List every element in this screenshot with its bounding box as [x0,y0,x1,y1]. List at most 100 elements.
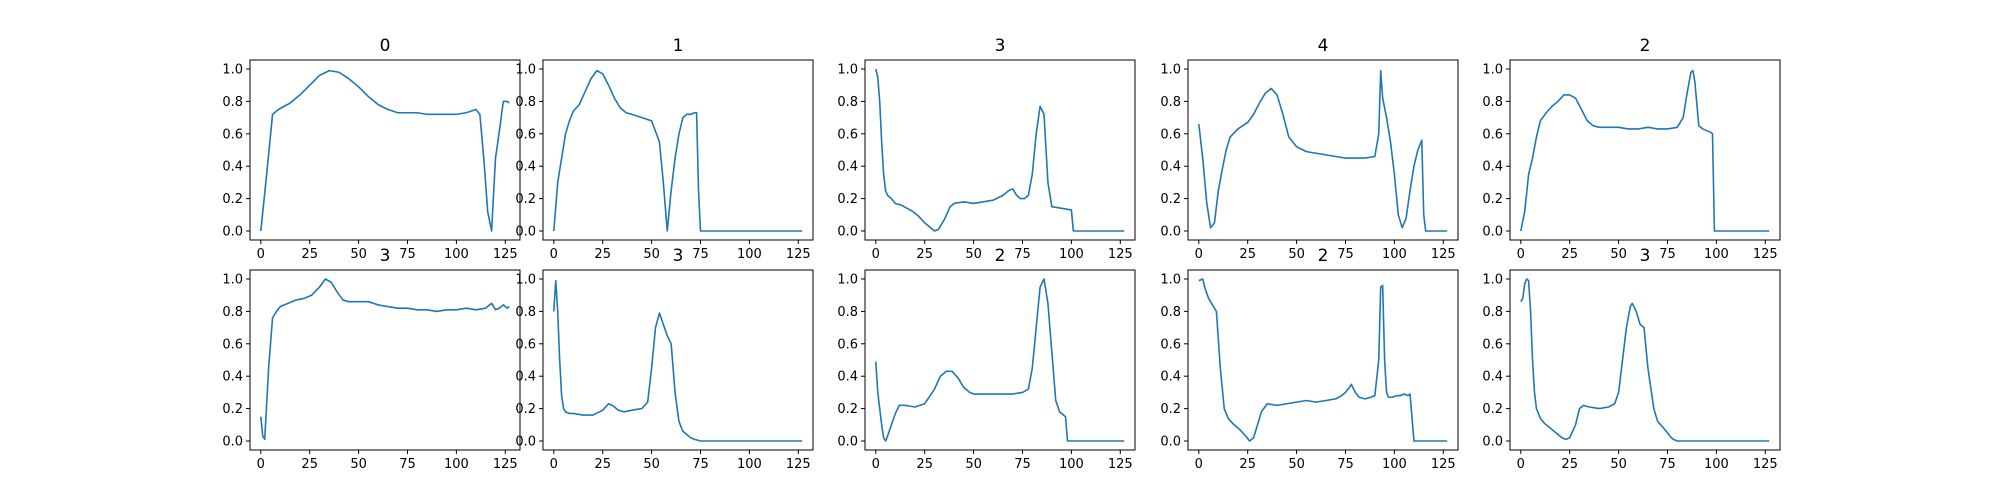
series-line [553,279,803,442]
y-tick-label: 0.2 [837,192,858,207]
x-tick-label: 50 [1610,457,1627,472]
axes-frame [1187,269,1459,451]
y-tick-label: 0.6 [837,337,858,352]
subplot-title: 0 [380,36,391,56]
y-tick-label: 0.6 [1482,337,1503,352]
x-tick-label: 100 [444,457,469,472]
y-tick-label: 1.0 [515,63,536,78]
y-tick-label: 1.0 [515,273,536,288]
x-tick-label: 50 [1288,247,1305,262]
x-tick-label: 125 [1431,457,1456,472]
y-tick-label: 1.0 [837,63,858,78]
subplot-9: 2 0 25 50 75 100 125 0.0 0.2 0.4 0.6 0.8 1.0 [1160,246,1459,472]
series-line [260,69,510,232]
x-tick-label: 75 [399,247,416,262]
subplot-title: 1 [673,36,684,56]
y-tick-label: 0.4 [1160,160,1181,175]
x-tick-label: 0 [1517,247,1525,262]
x-tick-label: 25 [916,247,933,262]
y-tick-label: 0.4 [222,370,243,385]
y-tick-label: 0.8 [222,95,243,110]
x-tick-label: 50 [1288,457,1305,472]
y-tick-label: 0.4 [837,370,858,385]
x-tick-label: 100 [737,457,762,472]
x-tick-label: 75 [692,247,709,262]
x-tick-label: 75 [399,457,416,472]
x-tick-label: 25 [1239,247,1256,262]
y-tick-label: 0.2 [1160,402,1181,417]
x-tick-label: 50 [1610,247,1627,262]
y-tick-label: 0.8 [1482,95,1503,110]
subplot-3: 3 0 25 50 75 100 125 0.0 0.2 0.4 0.6 0.8 1.0 [837,36,1136,262]
axes-frame [864,269,1136,451]
subplot-title: 2 [1318,246,1329,266]
y-tick-label: 0.2 [837,402,858,417]
x-tick-label: 0 [257,247,265,262]
x-tick-label: 50 [965,457,982,472]
x-tick-label: 75 [1337,457,1354,472]
subplot-5: 2 0 25 50 75 100 125 0.0 0.2 0.4 0.6 0.8 1.0 [1482,36,1781,262]
y-tick-label: 0.2 [1482,402,1503,417]
subplot-8: 2 0 25 50 75 100 125 0.0 0.2 0.4 0.6 0.8 1.0 [837,246,1136,472]
y-tick-label: 1.0 [1482,63,1503,78]
y-tick-label: 0.6 [1482,127,1503,142]
x-tick-label: 0 [550,247,558,262]
x-tick-label: 0 [550,457,558,472]
y-tick-label: 0.8 [222,305,243,320]
x-tick-label: 50 [965,247,982,262]
y-tick-label: 0.8 [837,95,858,110]
y-tick-label: 0.6 [1160,337,1181,352]
series-line [1198,69,1448,232]
y-tick-label: 0.8 [837,305,858,320]
y-tick-label: 0.0 [1482,435,1503,450]
y-tick-label: 1.0 [222,273,243,288]
y-tick-label: 0.4 [515,370,536,385]
series-line [875,68,1125,232]
x-tick-label: 75 [1014,247,1031,262]
x-tick-label: 100 [1059,457,1084,472]
x-tick-label: 0 [1195,247,1203,262]
x-tick-label: 75 [1014,457,1031,472]
x-tick-label: 75 [1659,457,1676,472]
y-tick-label: 0.0 [1160,225,1181,240]
y-tick-label: 0.0 [837,225,858,240]
subplot-title: 3 [995,36,1006,56]
y-tick-label: 0.2 [222,192,243,207]
y-tick-label: 0.2 [1160,192,1181,207]
y-tick-label: 0.2 [1482,192,1503,207]
y-tick-label: 0.6 [222,337,243,352]
y-tick-label: 0.0 [1482,225,1503,240]
x-tick-label: 125 [1753,457,1778,472]
y-tick-label: 0.8 [1160,305,1181,320]
y-tick-label: 0.6 [1160,127,1181,142]
x-tick-label: 125 [493,247,518,262]
y-tick-label: 0.6 [837,127,858,142]
y-tick-label: 0.0 [515,435,536,450]
x-tick-label: 125 [1108,247,1133,262]
y-tick-label: 0.0 [222,435,243,450]
series-line [875,278,1125,442]
y-tick-label: 1.0 [1160,273,1181,288]
subplot-1: 0 0 25 50 75 100 125 0.0 0.2 0.4 0.6 0.8 1.0 [222,36,521,262]
y-tick-label: 0.0 [837,435,858,450]
series-line [553,69,803,232]
x-tick-label: 125 [1108,457,1133,472]
series-line [1520,278,1770,442]
subplot-title: 4 [1318,36,1329,56]
subplot-title: 3 [380,246,391,266]
y-tick-label: 0.6 [222,127,243,142]
x-tick-label: 25 [1239,457,1256,472]
x-tick-label: 100 [1059,247,1084,262]
y-tick-label: 0.2 [222,402,243,417]
subplot-6: 3 0 25 50 75 100 125 0.0 0.2 0.4 0.6 0.8 1.0 [222,246,521,472]
x-tick-label: 100 [1704,457,1729,472]
x-tick-label: 75 [692,457,709,472]
x-tick-label: 100 [1382,247,1407,262]
x-tick-label: 125 [1431,247,1456,262]
axes-frame [1509,59,1781,241]
x-tick-label: 25 [916,457,933,472]
x-tick-label: 0 [1195,457,1203,472]
y-tick-label: 0.2 [515,402,536,417]
y-tick-label: 1.0 [222,63,243,78]
